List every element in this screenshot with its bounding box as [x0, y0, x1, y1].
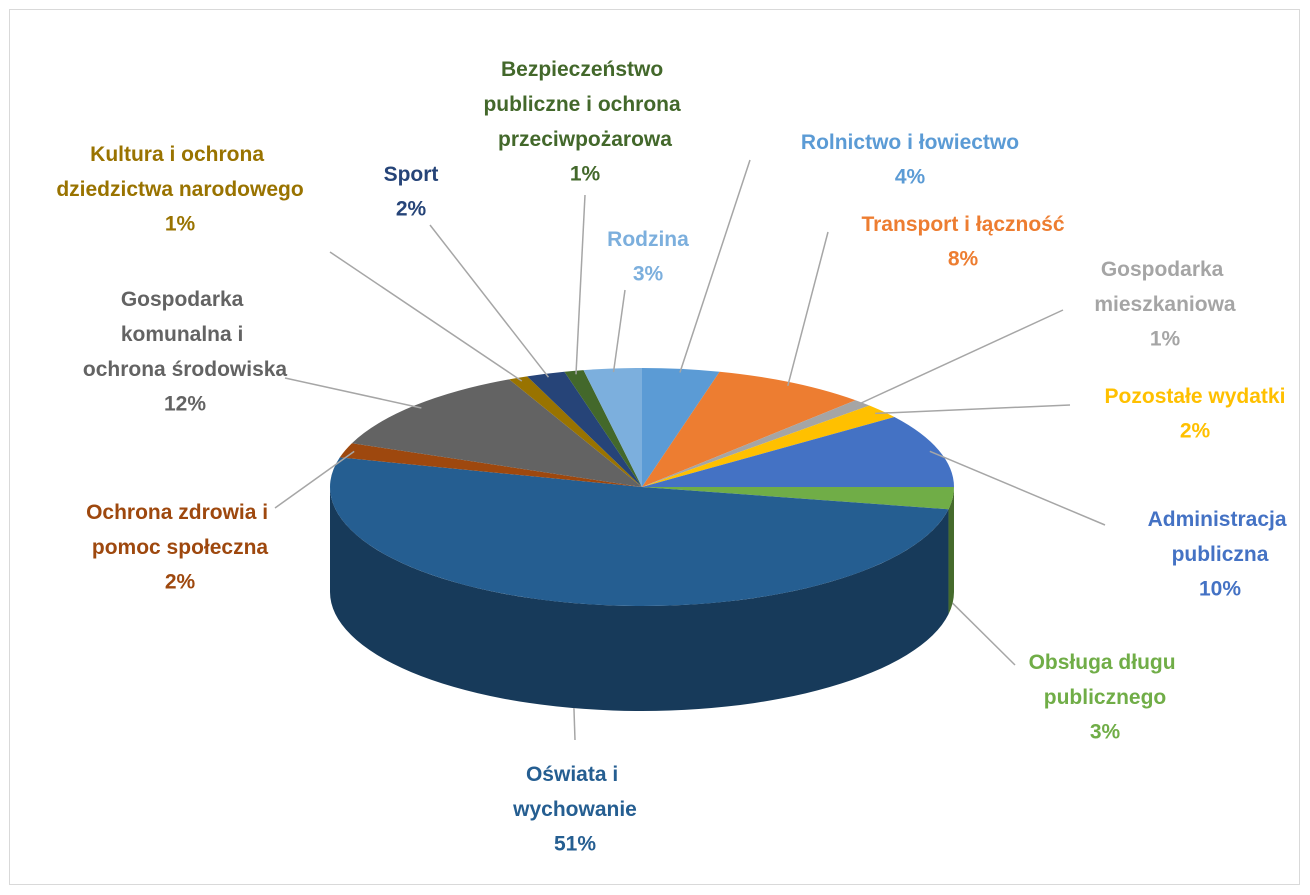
- label-line: Pozostałe wydatki: [1105, 385, 1286, 408]
- leader-line: [575, 194, 586, 375]
- label-line: komunalna i: [121, 323, 249, 346]
- slice: [583, 368, 642, 487]
- category-label: Oświata i wychowanie: [512, 763, 637, 821]
- label-line: Administracja: [1148, 508, 1293, 531]
- label-line: publicznego: [1044, 686, 1167, 709]
- category-label: Rolnictwo i łowiectwo: [801, 131, 1019, 154]
- category-label: Pozostałe wydatki: [1105, 385, 1286, 408]
- category-label: Obsługa długu publicznego: [1029, 651, 1182, 709]
- leader-line: [274, 450, 355, 509]
- leader-line: [929, 450, 1106, 526]
- slice: [564, 370, 642, 487]
- slice: [509, 376, 642, 487]
- value-label: 10%: [1199, 578, 1241, 601]
- value-label: 4%: [895, 166, 926, 189]
- slice: [642, 487, 954, 510]
- label-line: Gospodarka: [121, 288, 249, 311]
- slice: [330, 457, 949, 606]
- value-label: 3%: [1090, 721, 1121, 744]
- slice: [642, 368, 720, 487]
- leader-line: [855, 309, 1064, 407]
- label-line: mieszkaniowa: [1094, 293, 1236, 316]
- slice: [527, 371, 642, 487]
- value-label: 1%: [570, 163, 601, 186]
- label-line: Sport: [384, 163, 439, 186]
- label-line: Gospodarka: [1101, 258, 1229, 281]
- category-label: Sport: [384, 163, 439, 186]
- category-label: Gospodarka komunalna i ochrona środowisk…: [83, 288, 288, 381]
- slice: [642, 400, 870, 487]
- leader-line: [284, 377, 422, 409]
- label-line: pomoc społeczna: [92, 536, 269, 559]
- value-label: 3%: [633, 263, 664, 286]
- label-line: dziedzictwa narodowego: [56, 178, 303, 201]
- label-line: ochrona środowiska: [83, 358, 288, 381]
- leader-line: [679, 159, 751, 373]
- category-label: Rodzina: [607, 228, 689, 251]
- slice: [339, 443, 642, 487]
- value-label: 1%: [165, 213, 196, 236]
- category-label: Administracja publiczna: [1148, 508, 1293, 566]
- category-label: Transport i łączność: [861, 213, 1064, 236]
- leader-line: [429, 224, 550, 378]
- label-line: wychowanie: [512, 798, 637, 821]
- label-line: Obsługa długu: [1029, 651, 1182, 674]
- leader-line: [787, 231, 829, 387]
- slice: [351, 379, 642, 487]
- leader-line: [329, 251, 523, 382]
- leader-line: [875, 404, 1071, 415]
- value-label: 2%: [1180, 420, 1211, 443]
- label-line: Transport i łączność: [861, 213, 1064, 236]
- leader-line: [952, 602, 1016, 666]
- leader-line: [612, 289, 626, 373]
- slice-side: [948, 487, 954, 615]
- category-label: Kultura i ochrona dziedzictwa narodowego: [56, 143, 303, 201]
- category-label: Bezpieczeństwo publiczne i ochrona przec…: [483, 58, 686, 151]
- label-line: Kultura i ochrona: [90, 143, 270, 166]
- value-label: 8%: [948, 248, 979, 271]
- leader-line: [573, 708, 576, 741]
- slice: [642, 405, 895, 487]
- category-label: Ochrona zdrowia i pomoc społeczna: [86, 501, 274, 559]
- category-label: Gospodarka mieszkaniowa: [1094, 258, 1236, 316]
- label-line: Ochrona zdrowia i: [86, 501, 274, 524]
- label-line: Bezpieczeństwo: [501, 58, 669, 81]
- value-label: 2%: [165, 571, 196, 594]
- label-line: Rolnictwo i łowiectwo: [801, 131, 1019, 154]
- value-label: 2%: [396, 198, 427, 221]
- label-line: Rodzina: [607, 228, 689, 251]
- value-label: 12%: [164, 393, 206, 416]
- value-label: 51%: [554, 833, 596, 856]
- value-label: 1%: [1150, 328, 1181, 351]
- label-line: przeciwpożarowa: [498, 128, 672, 151]
- label-line: publiczne i ochrona: [483, 93, 686, 116]
- label-line: Oświata i: [526, 763, 624, 786]
- slice-side: [330, 487, 949, 712]
- label-line: publiczna: [1172, 543, 1269, 566]
- slice: [642, 371, 856, 487]
- slice: [642, 417, 954, 487]
